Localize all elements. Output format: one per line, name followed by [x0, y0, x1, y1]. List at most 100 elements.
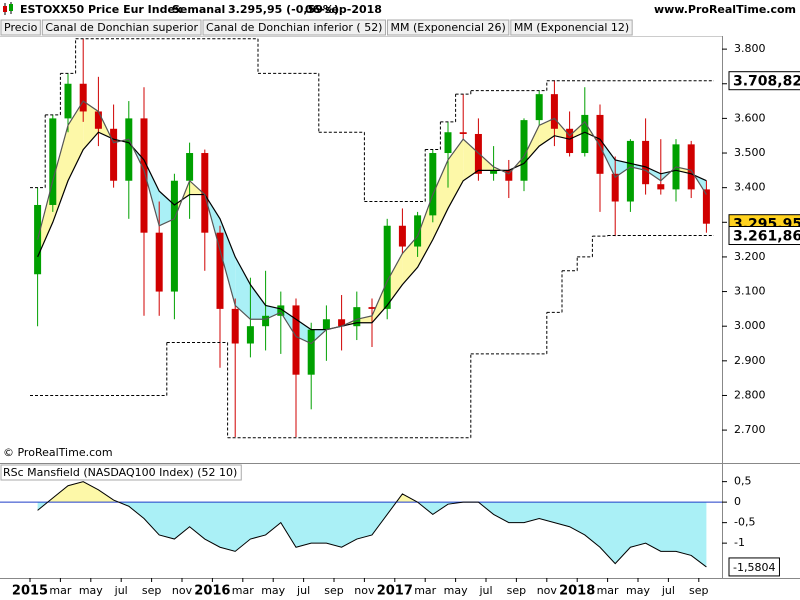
y-tick-label: 3.800 — [734, 42, 766, 55]
ema-fill — [387, 253, 403, 306]
value-label-box — [728, 71, 800, 91]
x-tick-label: nov — [537, 584, 558, 597]
ema-fill — [220, 218, 236, 306]
x-tick-label: may — [626, 584, 650, 597]
ema-fill — [448, 139, 464, 209]
y-tick-label: -0,5 — [734, 516, 755, 529]
x-tick-label: mar — [232, 584, 254, 597]
candle-body — [414, 215, 422, 247]
legend-tab — [202, 19, 386, 36]
candle-body — [262, 315, 270, 327]
ema-fill — [478, 153, 494, 171]
app-icon — [3, 2, 13, 15]
date: 06-sep-2018 — [305, 3, 382, 16]
rsc-line — [37, 481, 707, 568]
candle-body — [520, 120, 528, 181]
x-tick-label: jul — [296, 584, 310, 597]
icon-candle — [3, 6, 7, 12]
y-tick-label: 3.600 — [734, 111, 766, 124]
x-tick-label: mar — [49, 584, 71, 597]
candle-body — [49, 118, 57, 205]
ema-fill — [645, 166, 661, 181]
candle-body — [231, 308, 239, 344]
candle-body — [110, 128, 118, 181]
candle-body — [535, 94, 543, 121]
candle-body — [79, 83, 87, 112]
ema-fill — [159, 191, 175, 226]
candle-body — [383, 225, 391, 309]
icon-candle — [9, 4, 13, 11]
candle-body — [353, 307, 361, 327]
x-tick-label: 2016 — [194, 584, 230, 599]
ema-fill — [144, 159, 160, 226]
candle-body — [277, 305, 285, 316]
ema-fill — [463, 139, 479, 181]
period: Semanal — [172, 3, 225, 16]
candle-body — [64, 83, 72, 119]
candle-body — [474, 133, 482, 174]
price-plot — [30, 38, 714, 439]
candle-body — [581, 114, 589, 154]
x-tick-label: jul — [661, 584, 675, 597]
x-tick-label: sep — [142, 584, 161, 597]
quote: 3.295,95 (-0,59%) — [228, 3, 339, 16]
legend-label: MM (Exponencial 12) — [514, 21, 629, 34]
ema-fill — [524, 125, 540, 164]
instrument-title: ESTOXX50 Price Eur Index — [20, 3, 182, 16]
y-tick-label: 3.100 — [734, 285, 766, 298]
ema-fill — [372, 281, 388, 323]
indicator-title-box — [0, 464, 242, 481]
legend-label: Precio — [4, 21, 38, 34]
ema-line — [37, 131, 707, 331]
candle-body — [201, 153, 209, 233]
ema-fill — [265, 305, 281, 320]
legend-label: Canal de Donchian superior — [45, 21, 198, 34]
ema-fill — [417, 194, 433, 268]
x-tick-label: sep — [507, 584, 526, 597]
legend-label: Canal de Donchian inferior ( 52) — [206, 21, 382, 34]
x-tick-label: 2017 — [377, 584, 413, 599]
candle-body — [490, 170, 498, 174]
value-label-box — [728, 226, 800, 246]
ema-fill — [37, 180, 53, 257]
x-tick-label: sep — [689, 584, 708, 597]
legend-tab — [386, 19, 510, 36]
y-tick-label: 3.200 — [734, 250, 766, 263]
x-tick-label: 2018 — [559, 584, 595, 599]
indicator-title: RSc Mansfield (NASDAQ100 Index) (52 10) — [3, 466, 237, 479]
candle-body — [444, 132, 452, 154]
ema-fill — [630, 163, 646, 171]
candle-body — [642, 140, 650, 185]
candle-body — [322, 319, 330, 330]
candle-body — [94, 111, 102, 129]
x-tick-label: jul — [114, 584, 128, 597]
ema-line — [37, 100, 707, 345]
ema-fill — [600, 139, 616, 178]
candle-body — [140, 118, 148, 233]
candle-body — [566, 128, 574, 154]
ema-fill — [356, 315, 372, 323]
x-tick-label: may — [261, 584, 285, 597]
ema-fill — [83, 101, 99, 150]
legend-label: MM (Exponencial 26) — [390, 21, 505, 34]
value-label: -1,5804 — [733, 561, 775, 574]
candle-body — [292, 305, 300, 375]
x-tick-label: mar — [414, 584, 436, 597]
x-tick-label: may — [444, 584, 468, 597]
rsc-area-up — [47, 481, 418, 503]
y-tick-label: 3.000 — [734, 319, 766, 332]
y-tick-label: 3.500 — [734, 146, 766, 159]
candle-body — [170, 180, 178, 292]
candle-body — [368, 307, 376, 309]
ema-fill — [432, 159, 448, 240]
candle-body — [307, 329, 315, 375]
y-tick-label: 0 — [734, 495, 741, 508]
candle-body — [125, 118, 133, 181]
x-tick-label: may — [79, 584, 103, 597]
candle-body — [186, 153, 194, 181]
candle-body — [338, 319, 346, 327]
y-tick-label: -1 — [734, 536, 745, 549]
candle-body — [550, 94, 558, 129]
y-tick-label: 3.400 — [734, 181, 766, 194]
